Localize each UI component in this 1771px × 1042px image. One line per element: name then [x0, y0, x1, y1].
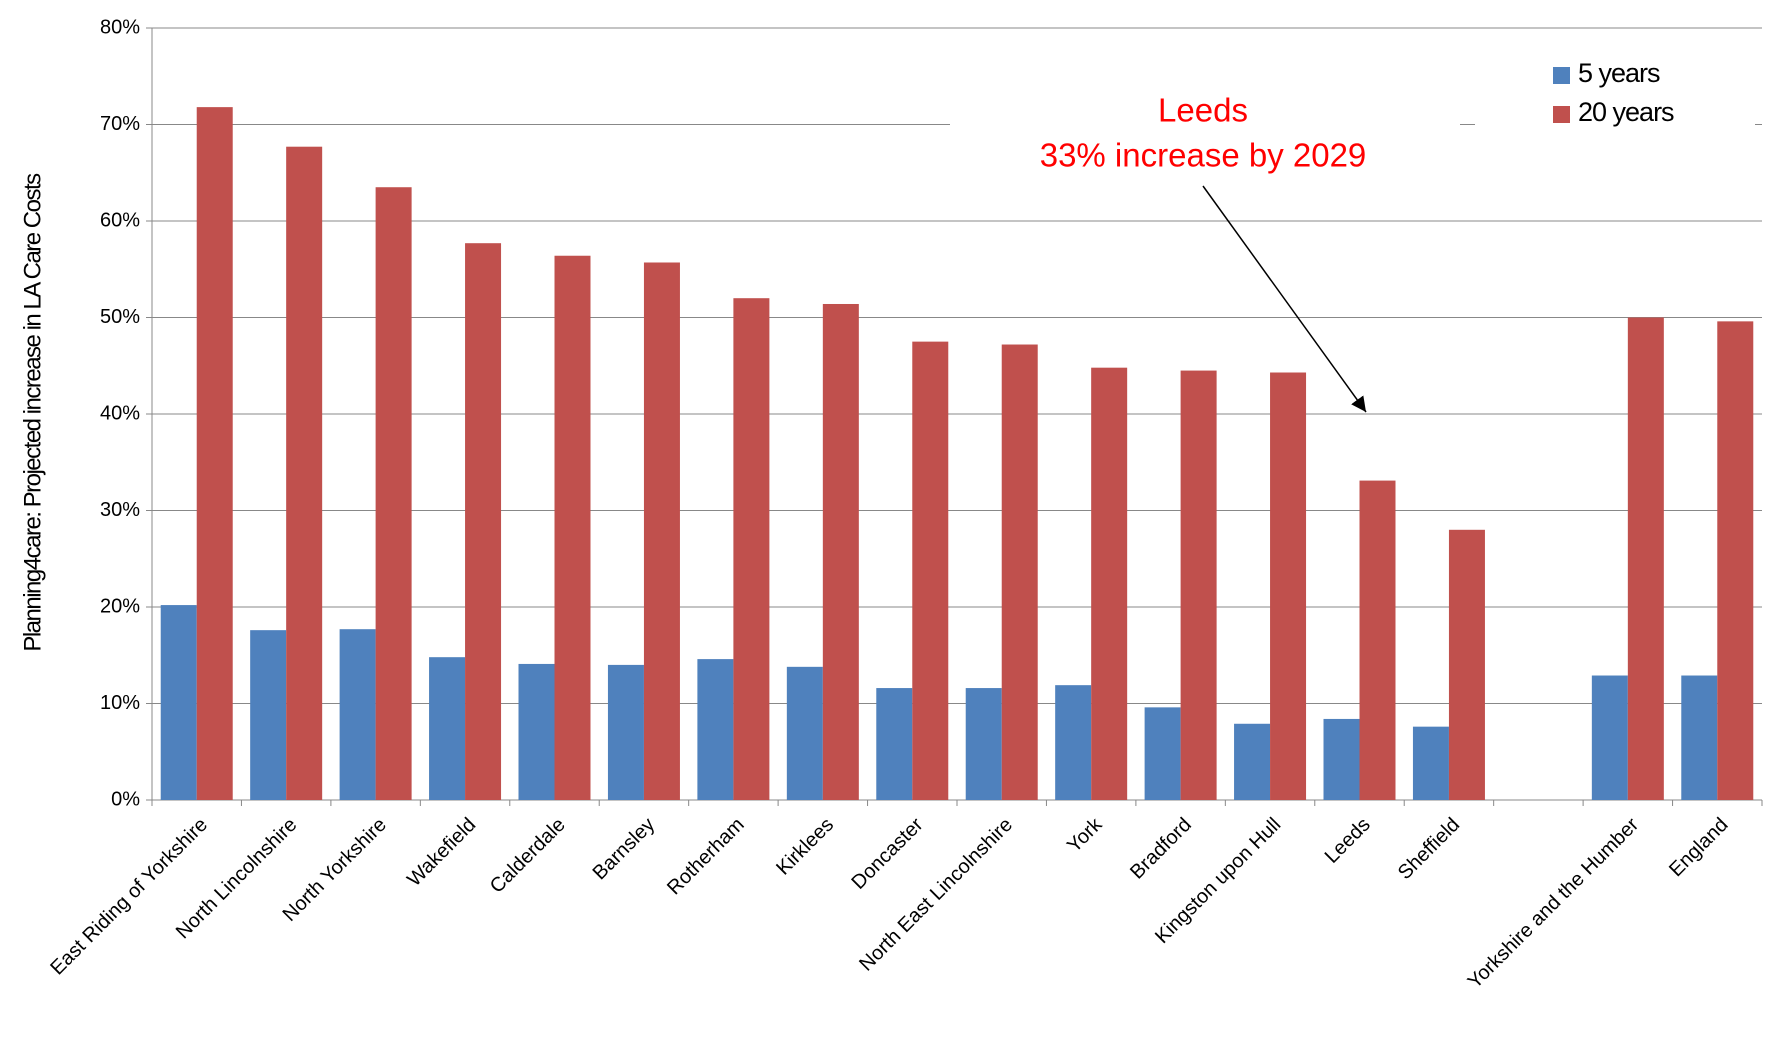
bar — [339, 629, 376, 800]
bar — [429, 657, 466, 800]
bar — [465, 243, 502, 800]
annotation: 33% increase by 2029 — [1040, 137, 1367, 174]
y-tick-label: 0% — [111, 788, 140, 810]
bar — [1144, 707, 1181, 800]
x-tick-label: England — [1665, 814, 1732, 881]
grid — [152, 27, 1762, 704]
legend-background — [1475, 45, 1755, 145]
bar — [1055, 685, 1092, 800]
y-tick-label: 80% — [100, 16, 140, 38]
bar — [1323, 718, 1360, 800]
x-tick-label: Kirklees — [772, 814, 838, 880]
x-tick-label: Wakefield — [403, 814, 480, 891]
bar — [912, 341, 949, 800]
bar — [876, 688, 913, 800]
bar — [1001, 344, 1038, 800]
annotation: Leeds — [1158, 92, 1248, 129]
x-tick-label: Sheffield — [1394, 814, 1464, 884]
y-tick-label: 60% — [100, 209, 140, 231]
bar — [1091, 367, 1128, 800]
legend-swatch — [1553, 67, 1570, 84]
annotation-background — [950, 60, 1460, 190]
bar — [1717, 321, 1754, 800]
x-tick-label: Rotherham — [663, 814, 749, 900]
y-tick-label: 50% — [100, 306, 140, 328]
x-tick-label: North East Lincolnshire — [855, 814, 1017, 976]
x-tick-label: East Riding of Yorkshire — [46, 814, 212, 980]
bar — [375, 187, 412, 801]
bar — [1627, 317, 1664, 800]
y-tick-label: 30% — [100, 499, 140, 521]
bar — [1180, 370, 1217, 800]
x-tick-label: York — [1063, 813, 1107, 857]
x-tick-label: Doncaster — [848, 813, 928, 893]
legend-label: 20 years — [1578, 97, 1674, 127]
legend-swatch — [1553, 106, 1570, 123]
bar — [250, 630, 287, 800]
x-tick-label: Yorkshire and the Humber — [1464, 813, 1644, 993]
bar — [1681, 675, 1718, 800]
bar — [196, 107, 233, 800]
bar — [1270, 372, 1307, 800]
bar — [518, 663, 555, 800]
y-axis-label: Planning4care: Projected increase in LA … — [19, 173, 46, 652]
bar — [607, 664, 644, 800]
bar — [697, 659, 734, 800]
annotation-arrow — [1202, 185, 1367, 413]
bar — [822, 303, 859, 800]
bar — [965, 688, 1002, 800]
x-tick-label: Barnsley — [589, 814, 660, 885]
bar — [1448, 529, 1485, 800]
bar — [733, 298, 770, 800]
x-tick-label: Calderdale — [486, 814, 570, 898]
bar — [160, 605, 197, 800]
y-tick-label: 10% — [100, 692, 140, 714]
legend-label: 5 years — [1578, 58, 1660, 88]
x-tick-label: Leeds — [1321, 814, 1375, 868]
bar — [1234, 723, 1271, 800]
x-tick-label: Bradford — [1126, 814, 1196, 884]
y-tick-label: 40% — [100, 402, 140, 424]
bar — [1412, 726, 1449, 800]
y-tick-label: 20% — [100, 595, 140, 617]
bar — [286, 146, 323, 800]
bar — [554, 255, 591, 801]
bar — [1591, 675, 1628, 800]
y-tick-label: 70% — [100, 113, 140, 135]
bar — [1359, 480, 1396, 800]
bar — [786, 666, 823, 800]
bar — [643, 262, 680, 800]
